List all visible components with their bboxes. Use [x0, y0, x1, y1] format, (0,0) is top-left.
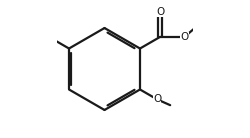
Text: O: O	[180, 32, 188, 42]
Text: O: O	[153, 94, 161, 104]
Text: O: O	[156, 7, 164, 17]
